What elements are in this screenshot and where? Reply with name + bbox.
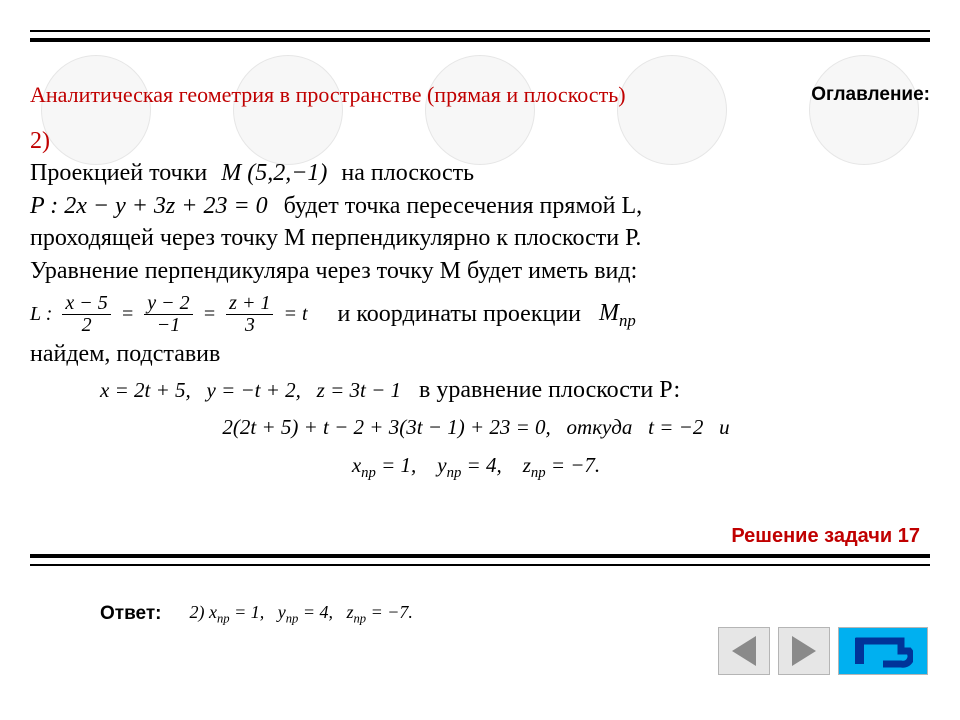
chapter-title: Аналитическая геометрия в пространстве (…: [30, 82, 626, 108]
home-button[interactable]: [838, 627, 928, 675]
answer-label: Ответ:: [100, 603, 161, 625]
frac-1: x − 5 2: [62, 293, 110, 336]
line-label: L :: [30, 301, 52, 328]
arrow-left-icon: [732, 636, 756, 666]
rule-top-thin: [30, 30, 930, 32]
eq-t: = t: [283, 301, 307, 328]
text: на плоскость: [341, 160, 474, 186]
text: будет точка пересечения прямой L,: [284, 193, 642, 219]
line-equation-row: L : x − 5 2 = y − 2 −1 = z + 1 3 = t и к…: [30, 293, 922, 336]
task-label: Решение задачи 17: [731, 525, 920, 548]
title-bar: Аналитическая геометрия в пространстве (…: [30, 82, 930, 108]
next-button[interactable]: [778, 627, 830, 675]
answer-math: 2) xпр = 1, yпр = 4, zпр = −7.: [189, 602, 412, 627]
slide-content: 2) Проекцией точки M (5,2,−1) на плоскос…: [30, 125, 922, 484]
arrow-right-icon: [792, 636, 816, 666]
toc-link[interactable]: Оглавление:: [811, 84, 930, 106]
text: в уравнение плоскости Р:: [419, 374, 680, 406]
rule-bottom-thick: [30, 554, 930, 558]
m-proj: Mпр: [599, 297, 636, 332]
answer-row: Ответ: 2) xпр = 1, yпр = 4, zпр = −7.: [100, 602, 413, 627]
text: и координаты проекции: [338, 298, 582, 330]
subst-row: x = 2t + 5, y = −t + 2, z = 3t − 1 в ура…: [30, 374, 922, 406]
rule-top-thick: [30, 38, 930, 42]
return-icon: [853, 634, 913, 668]
line-4: Уравнение перпендикуляра через точку М б…: [30, 255, 922, 287]
substitution: x = 2t + 5, y = −t + 2, z = 3t − 1: [100, 376, 401, 404]
line-1: Проекцией точки M (5,2,−1) на плоскость: [30, 157, 922, 189]
text: Проекцией точки: [30, 160, 207, 186]
nav-controls: [718, 627, 928, 675]
point-m: M (5,2,−1): [221, 160, 327, 186]
prev-button[interactable]: [718, 627, 770, 675]
eq-sign: =: [203, 301, 217, 328]
frac-3: z + 1 3: [226, 293, 273, 336]
eq-sign: =: [121, 301, 135, 328]
result-line: xпр = 1, yпр = 4, zпр = −7.: [30, 451, 922, 484]
line-6: найдем, подставив: [30, 338, 922, 370]
rule-bottom-thin: [30, 564, 930, 566]
problem-index: 2): [30, 125, 922, 157]
frac-2: y − 2 −1: [144, 293, 192, 336]
line-2: P : 2x − y + 3z + 23 = 0 будет точка пер…: [30, 190, 922, 222]
plane-equation: P : 2x − y + 3z + 23 = 0: [30, 193, 268, 219]
solve-line: 2(2t + 5) + t − 2 + 3(3t − 1) + 23 = 0, …: [30, 413, 922, 441]
line-3: проходящей через точку М перпендикулярно…: [30, 222, 922, 254]
